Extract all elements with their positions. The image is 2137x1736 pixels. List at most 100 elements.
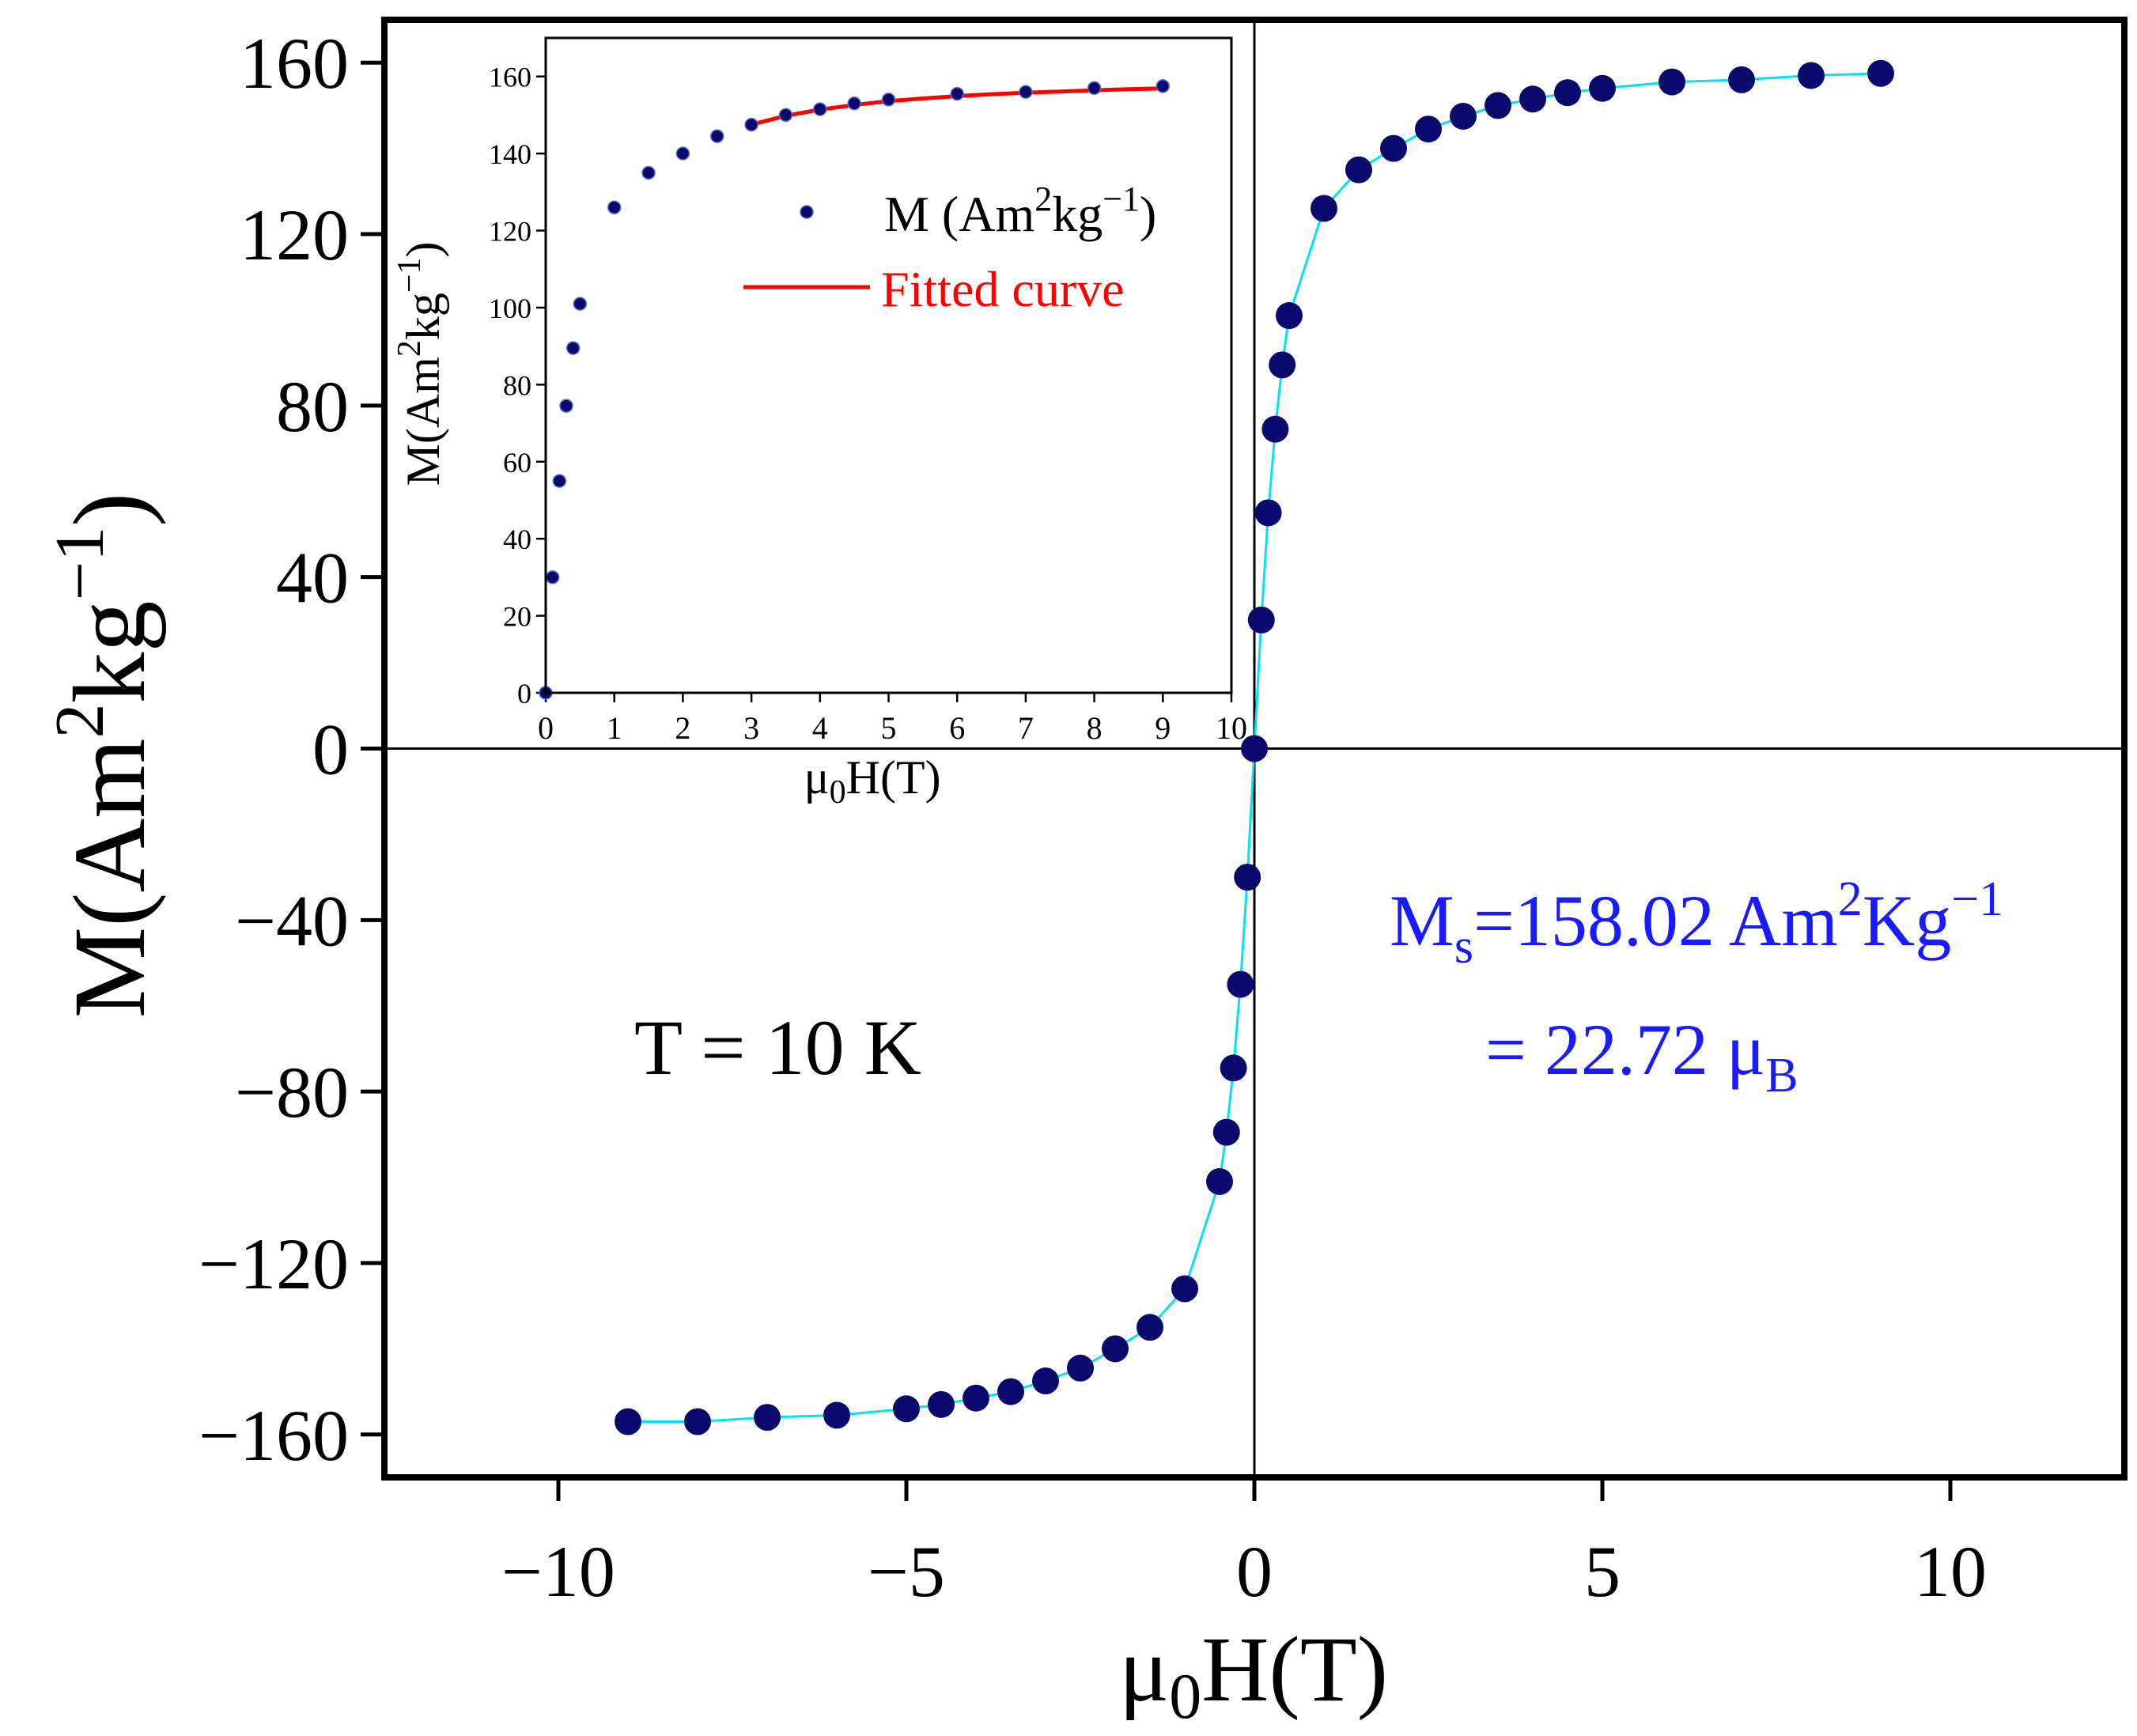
inset-data-point (813, 102, 827, 116)
main-x-tick-label: −5 (868, 1531, 945, 1612)
main-data-point (1415, 115, 1442, 143)
inset-data-point (559, 399, 573, 413)
inset-series-markers (539, 79, 1171, 700)
main-data-point (1269, 351, 1296, 379)
inset-data-point (675, 146, 690, 161)
legend-marker-symbol (800, 205, 814, 219)
inset-y-tick-label: 0 (517, 678, 531, 709)
inset-y-tick-label: 120 (489, 216, 531, 248)
inset-y-tick-label: 100 (489, 293, 531, 324)
main-y-axis-label: M(Am2kg−1) (42, 493, 167, 1019)
main-data-point (823, 1401, 850, 1429)
inset-data-point (607, 200, 622, 215)
inset-background (546, 38, 1231, 693)
main-data-point (1171, 1275, 1198, 1303)
main-data-point (1206, 1167, 1233, 1195)
main-y-tick-label: 160 (240, 23, 349, 104)
inset-y-tick-label: 140 (489, 138, 531, 170)
ms-sup2: 2 (1838, 872, 1863, 926)
inset-x-tick-label: 5 (881, 710, 897, 746)
inset-x-tick-label: 0 (538, 710, 554, 746)
inset-y-tick-label: 80 (503, 369, 531, 401)
main-data-point (1067, 1354, 1094, 1382)
main-y-tick-label: −80 (235, 1052, 349, 1133)
main-x-tick-label: 0 (1236, 1531, 1273, 1612)
main-y-tick-label: 40 (276, 538, 349, 618)
ms-value: =158.02 Am (1473, 880, 1838, 961)
inset-data-point (1155, 79, 1171, 93)
ms-sub: s (1454, 920, 1473, 974)
inset-x-tick-label: 9 (1155, 710, 1171, 746)
main-data-point (1247, 606, 1275, 634)
inset-data-point (573, 297, 588, 311)
ms-unit: Kg (1863, 880, 1951, 961)
mub-value: = 22.72 μ (1485, 1009, 1765, 1090)
main-y-tick-label: −40 (235, 880, 349, 961)
main-x-tick-label: 10 (1914, 1531, 1987, 1612)
main-y-tick-label: 0 (312, 709, 349, 790)
inset-data-point (744, 117, 758, 132)
main-data-point (1234, 864, 1261, 891)
main-data-point (1345, 156, 1372, 183)
bohr-magneton-annotation: = 22.72 μB (1485, 1009, 1798, 1102)
main-data-point (997, 1378, 1024, 1405)
main-data-point (754, 1404, 781, 1432)
main-data-point (1241, 735, 1268, 762)
inset-x-tick-label: 4 (812, 710, 828, 746)
main-data-point (1212, 1118, 1240, 1146)
inset-data-point (1019, 85, 1033, 99)
inset-data-point (778, 108, 793, 123)
main-data-point (1659, 68, 1685, 96)
main-data-point (1102, 1335, 1129, 1363)
inset-x-axis-label: μ0H(T) (804, 751, 940, 811)
main-data-point (1261, 415, 1289, 443)
main-data-point (1519, 85, 1546, 113)
main-y-tick-label: 120 (240, 195, 349, 275)
main-y-tick-label: 80 (276, 366, 349, 447)
inset-y-tick-label: 40 (503, 524, 531, 555)
inset-data-point (545, 570, 560, 584)
inset-y-axis-label: M(Am2kg−1) (391, 241, 449, 486)
main-data-point (1450, 102, 1477, 130)
main-data-point (1276, 302, 1303, 330)
inset-x-tick-label: 3 (743, 710, 759, 746)
inset-y-tick-label: 60 (503, 447, 531, 478)
inset-data-point (1087, 81, 1102, 96)
ms-sup: −1 (1951, 872, 2003, 926)
main-data-point (1220, 1054, 1247, 1082)
main-data-point (1589, 74, 1616, 102)
main-data-point (684, 1408, 711, 1435)
main-data-point (963, 1384, 989, 1412)
main-y-tick-label: −160 (199, 1395, 349, 1476)
inset-x-tick-label: 8 (1087, 710, 1103, 746)
main-data-point (1032, 1367, 1059, 1395)
main-data-point (1728, 66, 1755, 93)
inset-x-tick-label: 10 (1216, 710, 1247, 746)
inset-data-point (641, 165, 656, 180)
inset-x-tick-label: 6 (949, 710, 965, 746)
main-x-tick-label: −10 (501, 1531, 615, 1612)
inset-data-point (565, 341, 581, 355)
inset-x-tick-label: 1 (607, 710, 622, 746)
main-data-point (893, 1395, 920, 1423)
main-data-point (1380, 134, 1407, 162)
temperature-annotation: T = 10 K (634, 1004, 921, 1091)
main-data-point (928, 1390, 955, 1418)
main-data-point (1867, 59, 1894, 87)
main-data-point (1254, 499, 1282, 527)
main-y-tick-label: −120 (199, 1224, 349, 1304)
main-data-point (1554, 79, 1581, 107)
main-data-point (1137, 1314, 1163, 1341)
saturation-magnetization-annotation: Ms=158.02 Am2Kg−1 (1390, 872, 2003, 974)
inset-plot-frame (544, 36, 1233, 694)
inset-data-point (847, 96, 861, 111)
main-data-point (1311, 195, 1337, 222)
inset-data-point (950, 86, 964, 101)
main-x-axis-label: μ0H(T) (1119, 1617, 1388, 1732)
inset-data-point (552, 474, 567, 488)
main-data-point (1485, 92, 1511, 119)
inset-legend: M (Am2kg−1) Fitted curve (743, 180, 1156, 317)
inset-x-tick-label: 2 (675, 710, 690, 746)
